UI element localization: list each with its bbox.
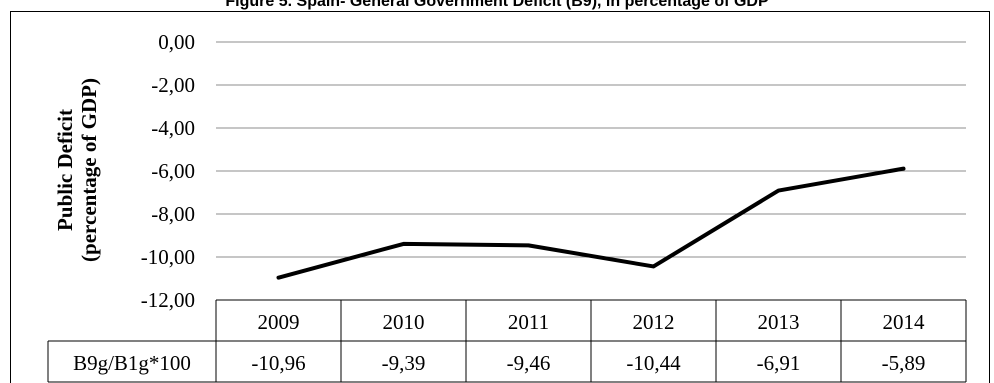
- data-point: [528, 244, 529, 246]
- chart-frame: [10, 11, 990, 383]
- x-category-label: 2013: [758, 310, 800, 334]
- y-tick-label: -4,00: [151, 116, 195, 140]
- y-tick-label: -12,00: [141, 288, 195, 312]
- x-category-label: 2012: [633, 310, 675, 334]
- y-tick-label: -10,00: [141, 245, 195, 269]
- gridlines: [216, 41, 966, 301]
- data-point: [403, 243, 404, 245]
- data-value-label: -9,46: [507, 351, 551, 375]
- y-axis-label-line2: (percentage of GDP): [77, 78, 101, 262]
- x-category-label: 2009: [258, 310, 300, 334]
- x-category-label: 2010: [383, 310, 425, 334]
- x-category-label: 2014: [883, 310, 926, 334]
- y-tick-label: -8,00: [151, 202, 195, 226]
- y-tick-label: -6,00: [151, 159, 195, 183]
- data-point: [778, 190, 779, 192]
- series-name-label: B9g/B1g*100: [73, 351, 191, 375]
- chart-title: Figure 5. Spain- General Government Defi…: [225, 0, 769, 10]
- y-tick-label: -2,00: [151, 73, 195, 97]
- data-point: [653, 265, 654, 267]
- x-category-label: 2011: [508, 310, 549, 334]
- series-line: [276, 166, 906, 280]
- data-table: 2009 2010 2011 2012 2013 2014 B9g/B1g*100 -10,9…: [47, 299, 967, 383]
- data-value-label: -5,89: [882, 351, 926, 375]
- data-point: [278, 277, 279, 279]
- data-value-label: -6,91: [757, 351, 801, 375]
- data-value-label: -10,96: [251, 351, 305, 375]
- data-point: [903, 168, 904, 170]
- y-axis-label-line1: Public Deficit: [53, 109, 77, 231]
- y-tick-label: 0,00: [158, 30, 195, 54]
- data-value-label: -9,39: [382, 351, 426, 375]
- y-axis-tick-labels: 0,00 -2,00 -4,00 -6,00 -8,00 -10,00 -12,00: [141, 30, 195, 312]
- data-value-label: -10,44: [626, 351, 681, 375]
- series-line-path: [276, 166, 906, 280]
- y-axis-label: Public Deficit (percentage of GDP): [53, 78, 101, 262]
